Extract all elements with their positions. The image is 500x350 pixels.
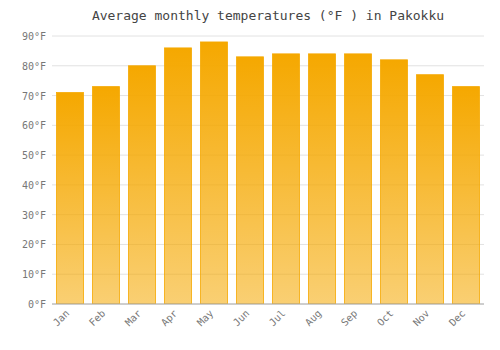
bar <box>345 54 372 304</box>
x-tick-label: Apr <box>159 308 180 329</box>
x-tick-label: Jul <box>267 308 288 329</box>
bar <box>165 48 192 304</box>
chart: Average monthly temperatures (°F ) in Pa… <box>0 0 500 350</box>
y-tick-label: 90°F <box>22 31 46 42</box>
bar <box>453 87 480 304</box>
grid-line <box>52 36 484 37</box>
bar <box>57 93 84 304</box>
bar <box>93 87 120 304</box>
grid <box>52 36 484 304</box>
x-tick-label: Jun <box>231 308 252 329</box>
chart-container: Average monthly temperatures (°F ) in Pa… <box>0 0 500 350</box>
bar <box>417 75 444 304</box>
y-tick-label: 70°F <box>22 91 46 102</box>
y-tick-label: 30°F <box>22 210 46 221</box>
x-tick-label: Oct <box>375 308 396 329</box>
bar <box>381 60 408 304</box>
y-tick-label: 10°F <box>22 269 46 280</box>
grid-line <box>52 65 484 66</box>
bar <box>129 66 156 304</box>
y-tick-label: 20°F <box>22 239 46 250</box>
x-tick-label: Dec <box>447 308 468 329</box>
x-axis-line <box>52 304 484 305</box>
x-tick-label: Aug <box>303 308 324 329</box>
x-tick-label: Feb <box>87 308 108 329</box>
x-tick-label: Nov <box>411 308 432 329</box>
grid-line <box>52 304 484 305</box>
x-axis: Jan Feb Mar Apr May Jun Jul Aug Sep Oct Nov Dec <box>51 308 468 329</box>
y-tick-label: 50°F <box>22 150 46 161</box>
bar <box>237 57 264 304</box>
y-tick-label: 80°F <box>22 61 46 72</box>
x-tick-label: Mar <box>123 308 144 329</box>
title: Average monthly temperatures (°F ) in Pa… <box>92 8 444 23</box>
x-tick-label: Jan <box>51 308 72 329</box>
y-tick-label: 60°F <box>22 120 46 131</box>
bar <box>273 54 300 304</box>
y-tick-label: 0°F <box>28 299 46 310</box>
y-tick-label: 40°F <box>22 180 46 191</box>
x-tick-label: Sep <box>339 308 360 329</box>
bar <box>309 54 336 304</box>
bars <box>57 42 480 304</box>
bar <box>201 42 228 304</box>
x-tick-label: May <box>195 308 216 329</box>
y-axis: 0°F 10°F 20°F 30°F 40°F 50°F 60°F 70°F 80°F 90°F <box>22 31 46 310</box>
